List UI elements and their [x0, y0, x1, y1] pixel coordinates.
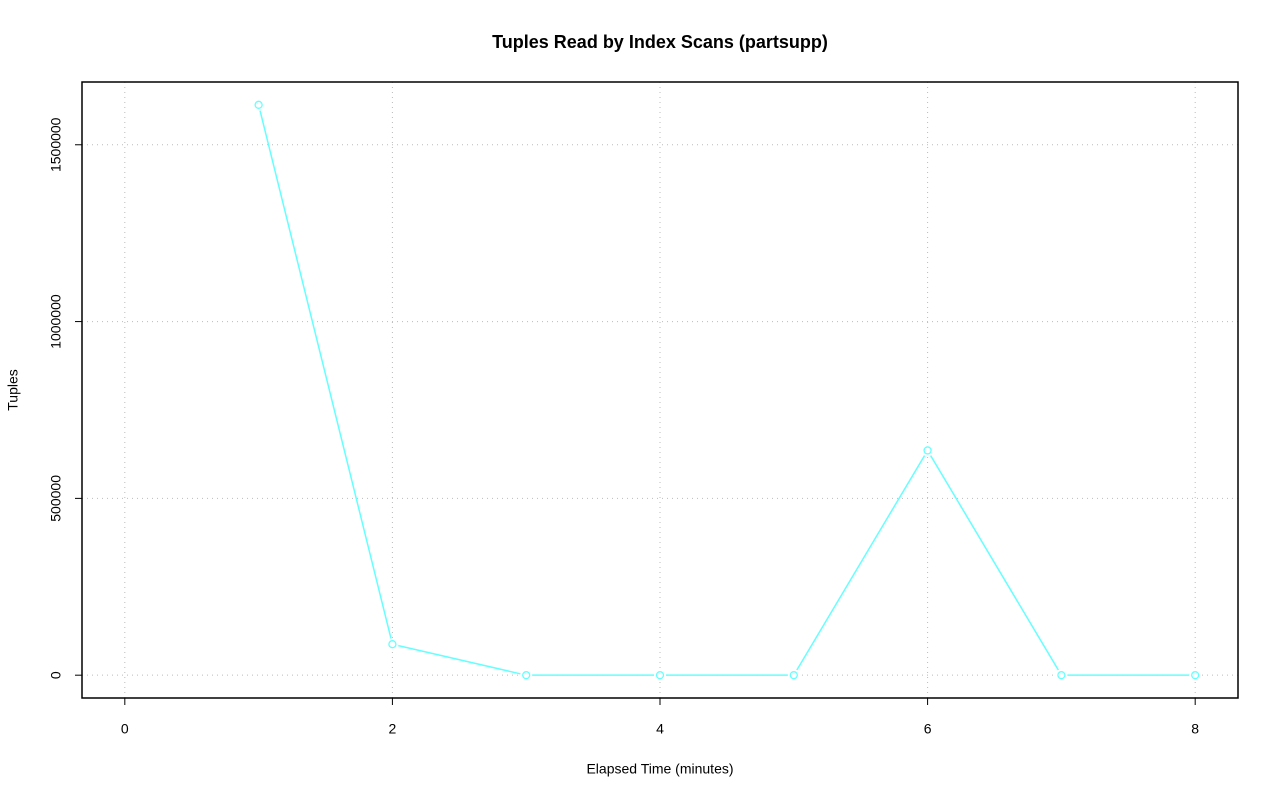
- y-tick-label: 1000000: [48, 294, 64, 349]
- y-axis-label: Tuples: [5, 369, 21, 411]
- point: [923, 446, 932, 455]
- y-tick-label: 1500000: [48, 117, 64, 172]
- point: [520, 669, 533, 682]
- point: [386, 638, 399, 651]
- point: [921, 444, 934, 457]
- series-line: [257, 104, 1196, 676]
- point: [1055, 669, 1068, 682]
- x-tick-label: 0: [121, 721, 129, 737]
- point: [252, 98, 265, 111]
- x-tick-label: 6: [924, 721, 932, 737]
- point: [1057, 671, 1066, 680]
- point: [388, 640, 397, 649]
- point: [787, 669, 800, 682]
- point: [1189, 669, 1202, 682]
- x-tick-label: 4: [656, 721, 664, 737]
- point: [522, 671, 531, 680]
- point: [1191, 671, 1200, 680]
- chart-title: Tuples Read by Index Scans (partsupp): [492, 32, 828, 52]
- x-tick-label: 2: [389, 721, 397, 737]
- point: [655, 671, 665, 680]
- y-tick-label: 500000: [48, 475, 64, 522]
- x-axis-label: Elapsed Time (minutes): [586, 761, 733, 777]
- point: [789, 671, 798, 680]
- point: [654, 669, 666, 682]
- point: [254, 100, 263, 109]
- plot-frame: [81, 81, 1239, 699]
- x-tick-label: 8: [1191, 721, 1199, 737]
- y-tick-label: 0: [48, 671, 64, 679]
